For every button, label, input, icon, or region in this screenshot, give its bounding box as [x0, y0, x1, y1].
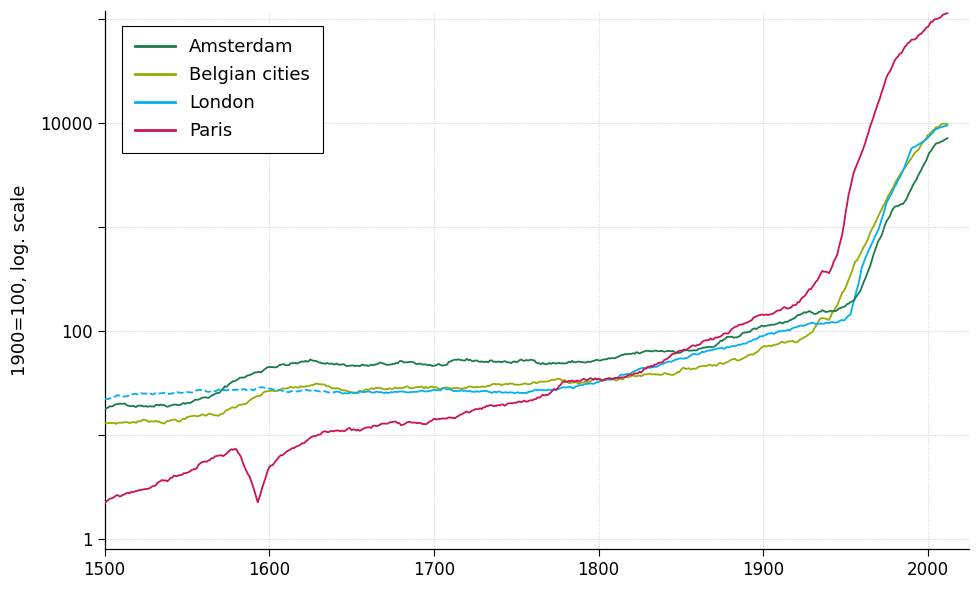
London [429, 386, 441, 394]
London [496, 389, 508, 396]
Belgian cities [111, 421, 122, 428]
Paris [211, 453, 222, 460]
Paris [942, 10, 954, 17]
Belgian cities [99, 419, 111, 427]
Paris [620, 373, 632, 380]
Legend: Amsterdam, Belgian cities, London, Paris: Amsterdam, Belgian cities, London, Paris [122, 25, 322, 153]
London [433, 386, 445, 394]
Paris [99, 500, 111, 507]
Amsterdam [211, 389, 222, 396]
London [329, 388, 341, 395]
Amsterdam [114, 400, 125, 407]
Amsterdam [271, 363, 283, 371]
Line: London: London [335, 125, 948, 394]
London [935, 124, 947, 131]
Amsterdam [620, 351, 632, 358]
Belgian cities [622, 374, 634, 381]
Amsterdam [942, 135, 954, 142]
Line: Paris: Paris [105, 14, 948, 503]
London [361, 388, 372, 395]
London [889, 183, 901, 190]
Belgian cities [933, 123, 945, 130]
Paris [114, 493, 125, 500]
London [942, 122, 954, 129]
Line: Amsterdam: Amsterdam [105, 138, 948, 408]
Belgian cities [938, 120, 950, 127]
Paris [271, 455, 283, 463]
London [341, 390, 353, 397]
Paris [252, 499, 264, 506]
Belgian cities [942, 121, 954, 128]
Amsterdam [932, 139, 944, 146]
Belgian cities [213, 412, 224, 419]
Belgian cities [273, 386, 285, 394]
Amsterdam [252, 369, 264, 376]
Belgian cities [254, 392, 266, 399]
Belgian cities [116, 419, 127, 427]
Amsterdam [99, 405, 111, 412]
Line: Belgian cities: Belgian cities [105, 124, 948, 424]
Y-axis label: 1900=100, log. scale: 1900=100, log. scale [11, 185, 29, 376]
Paris [932, 15, 944, 22]
